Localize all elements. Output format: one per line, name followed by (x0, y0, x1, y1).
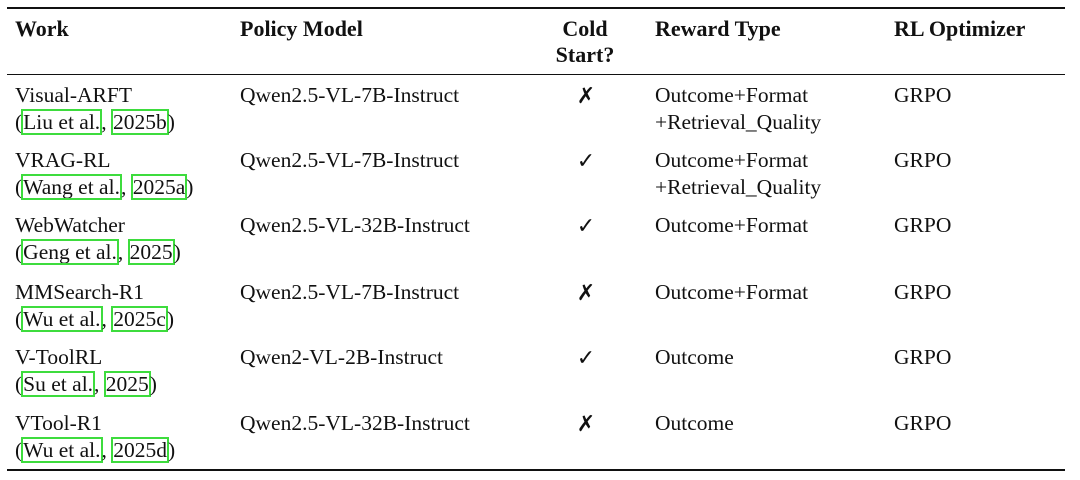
citation: (Wu et al., 2025d) (15, 437, 175, 464)
header-rl-optimizer: RL Optimizer (894, 16, 1026, 41)
reward-line-2: +Retrieval_Quality (655, 110, 822, 134)
table-row-work: V-ToolRL (Su et al., 2025) (15, 344, 157, 398)
citation-year-link[interactable]: 2025 (103, 371, 151, 397)
reward-line-1: Outcome+Format (655, 83, 809, 107)
citation-close-paren: ) (149, 372, 157, 396)
table-row-reward-type: Outcome+Format +Retrieval_Quality (655, 147, 821, 201)
citation-separator: , (101, 438, 113, 462)
reward-line-1: Outcome+Format (655, 148, 809, 172)
work-name: WebWatcher (15, 213, 125, 237)
citation-separator: , (120, 175, 132, 199)
check-mark-icon: ✓ (576, 214, 596, 239)
table-row-work: VTool-R1 (Wu et al., 2025d) (15, 410, 175, 464)
reward-line-1: Outcome (655, 411, 734, 435)
table-bottom-rule (7, 469, 1065, 471)
cross-mark-icon: ✗ (576, 84, 596, 109)
table-row-work: MMSearch-R1 (Wu et al., 2025c) (15, 279, 174, 333)
table-top-rule (7, 7, 1065, 9)
citation-close-paren: ) (168, 438, 176, 462)
citation-close-paren: ) (166, 307, 174, 331)
table-row-work: VRAG-RL (Wang et al., 2025a) (15, 147, 193, 201)
citation-separator: , (101, 307, 113, 331)
citation-year-link[interactable]: 2025d (111, 437, 170, 463)
reward-line-1: Outcome+Format (655, 280, 809, 304)
table-row-reward-type: Outcome (655, 344, 734, 371)
table-row-work: WebWatcher (Geng et al., 2025) (15, 212, 181, 266)
table-row-policy-model: Qwen2.5-VL-7B-Instruct (240, 280, 460, 304)
citation-open-paren: ( (15, 240, 23, 264)
citation-close-paren: ) (167, 110, 175, 134)
reward-line-1: Outcome+Format (655, 213, 809, 237)
table-row-policy-model: Qwen2.5-VL-7B-Instruct (240, 148, 460, 172)
citation-open-paren: ( (15, 175, 23, 199)
citation: (Geng et al., 2025) (15, 239, 181, 266)
table-row-policy-model: Qwen2.5-VL-7B-Instruct (240, 83, 460, 107)
cross-mark-icon: ✗ (576, 281, 596, 306)
table-row-policy-model: Qwen2.5-VL-32B-Instruct (240, 213, 470, 237)
table-row-policy-model: Qwen2.5-VL-32B-Instruct (240, 411, 470, 435)
citation: (Su et al., 2025) (15, 371, 157, 398)
header-work: Work (15, 16, 69, 41)
header-cold-start: Cold Start? (545, 16, 625, 68)
citation-year-link[interactable]: 2025a (130, 174, 188, 200)
table-row-reward-type: Outcome+Format (655, 279, 808, 306)
work-name: MMSearch-R1 (15, 280, 144, 304)
citation-open-paren: ( (15, 438, 23, 462)
table-row-rl-optimizer: GRPO (894, 213, 952, 237)
check-mark-icon: ✓ (576, 149, 596, 174)
table-header-rule (7, 74, 1065, 76)
reward-line-1: Outcome (655, 345, 734, 369)
citation: (Liu et al., 2025b) (15, 109, 175, 136)
citation-year-link[interactable]: 2025c (111, 306, 168, 332)
citation-author-link[interactable]: Wu et al. (21, 437, 103, 463)
citation: (Wang et al., 2025a) (15, 174, 193, 201)
work-name: VRAG-RL (15, 148, 111, 172)
citation-author-link[interactable]: Geng et al. (21, 239, 119, 265)
citation-year-link[interactable]: 2025 (127, 239, 175, 265)
citation-author-link[interactable]: Su et al. (21, 371, 96, 397)
reward-line-2: +Retrieval_Quality (655, 175, 822, 199)
citation-separator: , (94, 372, 105, 396)
citation-close-paren: ) (186, 175, 194, 199)
citation-open-paren: ( (15, 372, 23, 396)
citation-year-link[interactable]: 2025b (110, 109, 169, 135)
header-cold-start-line2: Start? (555, 42, 615, 67)
citation-author-link[interactable]: Liu et al. (21, 109, 103, 135)
header-cold-start-line1: Cold (562, 16, 608, 41)
citation-open-paren: ( (15, 307, 23, 331)
table-row-work: Visual-ARFT (Liu et al., 2025b) (15, 82, 175, 136)
header-policy-model: Policy Model (240, 16, 363, 41)
work-name: V-ToolRL (15, 345, 103, 369)
check-mark-icon: ✓ (576, 346, 596, 371)
citation-open-paren: ( (15, 110, 23, 134)
table-row-reward-type: Outcome (655, 410, 734, 437)
work-name: Visual-ARFT (15, 83, 132, 107)
table-row-rl-optimizer: GRPO (894, 148, 952, 172)
citation-author-link[interactable]: Wu et al. (21, 306, 103, 332)
work-name: VTool-R1 (15, 411, 102, 435)
table-row-rl-optimizer: GRPO (894, 280, 952, 304)
citation-close-paren: ) (173, 240, 181, 264)
table-row-policy-model: Qwen2-VL-2B-Instruct (240, 345, 444, 369)
header-reward-type: Reward Type (655, 16, 781, 41)
cross-mark-icon: ✗ (576, 412, 596, 437)
table-row-reward-type: Outcome+Format +Retrieval_Quality (655, 82, 821, 136)
table-row-reward-type: Outcome+Format (655, 212, 808, 239)
citation: (Wu et al., 2025c) (15, 306, 174, 333)
citation-separator: , (101, 110, 112, 134)
citation-author-link[interactable]: Wang et al. (21, 174, 122, 200)
table-row-rl-optimizer: GRPO (894, 411, 952, 435)
table-row-rl-optimizer: GRPO (894, 345, 952, 369)
citation-separator: , (117, 240, 129, 264)
table-row-rl-optimizer: GRPO (894, 83, 952, 107)
